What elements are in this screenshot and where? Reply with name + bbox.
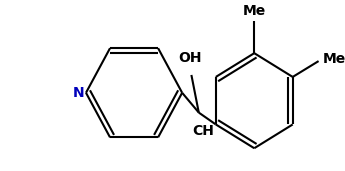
Text: Me: Me — [322, 52, 345, 66]
Text: N: N — [73, 86, 85, 100]
Text: CH: CH — [193, 124, 214, 139]
Text: Me: Me — [243, 4, 266, 17]
Text: OH: OH — [178, 51, 201, 65]
